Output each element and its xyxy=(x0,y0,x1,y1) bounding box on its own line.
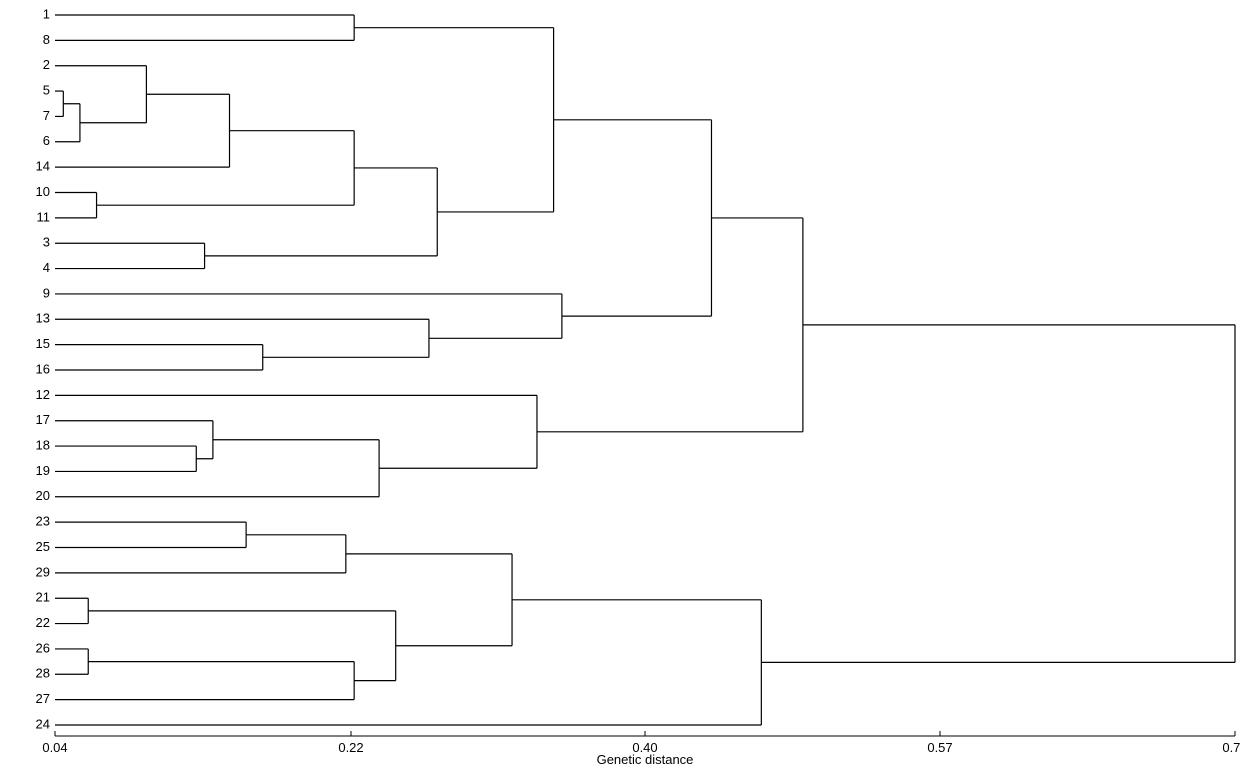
svg-text:29: 29 xyxy=(36,564,50,579)
x-axis: 0.040.220.400.570.75Genetic distance xyxy=(42,731,1240,767)
svg-text:5: 5 xyxy=(43,83,50,98)
svg-text:20: 20 xyxy=(36,488,50,503)
svg-text:3: 3 xyxy=(43,235,50,250)
svg-text:2: 2 xyxy=(43,57,50,72)
svg-text:1: 1 xyxy=(43,6,50,21)
svg-text:18: 18 xyxy=(36,438,50,453)
svg-text:10: 10 xyxy=(36,184,50,199)
svg-text:14: 14 xyxy=(36,159,50,174)
svg-text:26: 26 xyxy=(36,640,50,655)
dendrogram-chart: 1825761410113491315161217181920232529212… xyxy=(0,0,1240,772)
svg-text:9: 9 xyxy=(43,285,50,300)
svg-text:13: 13 xyxy=(36,311,50,326)
svg-text:24: 24 xyxy=(36,716,50,731)
svg-text:Genetic distance: Genetic distance xyxy=(597,752,694,767)
svg-text:7: 7 xyxy=(43,108,50,123)
svg-text:21: 21 xyxy=(36,590,50,605)
svg-text:17: 17 xyxy=(36,412,50,427)
dendrogram-lines xyxy=(55,15,1235,725)
svg-text:0.04: 0.04 xyxy=(42,740,67,755)
svg-text:28: 28 xyxy=(36,666,50,681)
svg-text:19: 19 xyxy=(36,463,50,478)
svg-text:6: 6 xyxy=(43,133,50,148)
svg-text:0.75: 0.75 xyxy=(1222,740,1240,755)
svg-text:16: 16 xyxy=(36,361,50,376)
svg-text:27: 27 xyxy=(36,691,50,706)
svg-text:12: 12 xyxy=(36,387,50,402)
svg-text:8: 8 xyxy=(43,32,50,47)
svg-text:11: 11 xyxy=(37,209,51,224)
svg-text:23: 23 xyxy=(36,514,50,529)
svg-text:15: 15 xyxy=(36,336,50,351)
svg-text:4: 4 xyxy=(43,260,50,275)
leaf-labels: 1825761410113491315161217181920232529212… xyxy=(36,6,50,731)
svg-text:0.22: 0.22 xyxy=(338,740,363,755)
svg-text:0.57: 0.57 xyxy=(927,740,952,755)
svg-text:25: 25 xyxy=(36,539,50,554)
svg-text:22: 22 xyxy=(36,615,50,630)
